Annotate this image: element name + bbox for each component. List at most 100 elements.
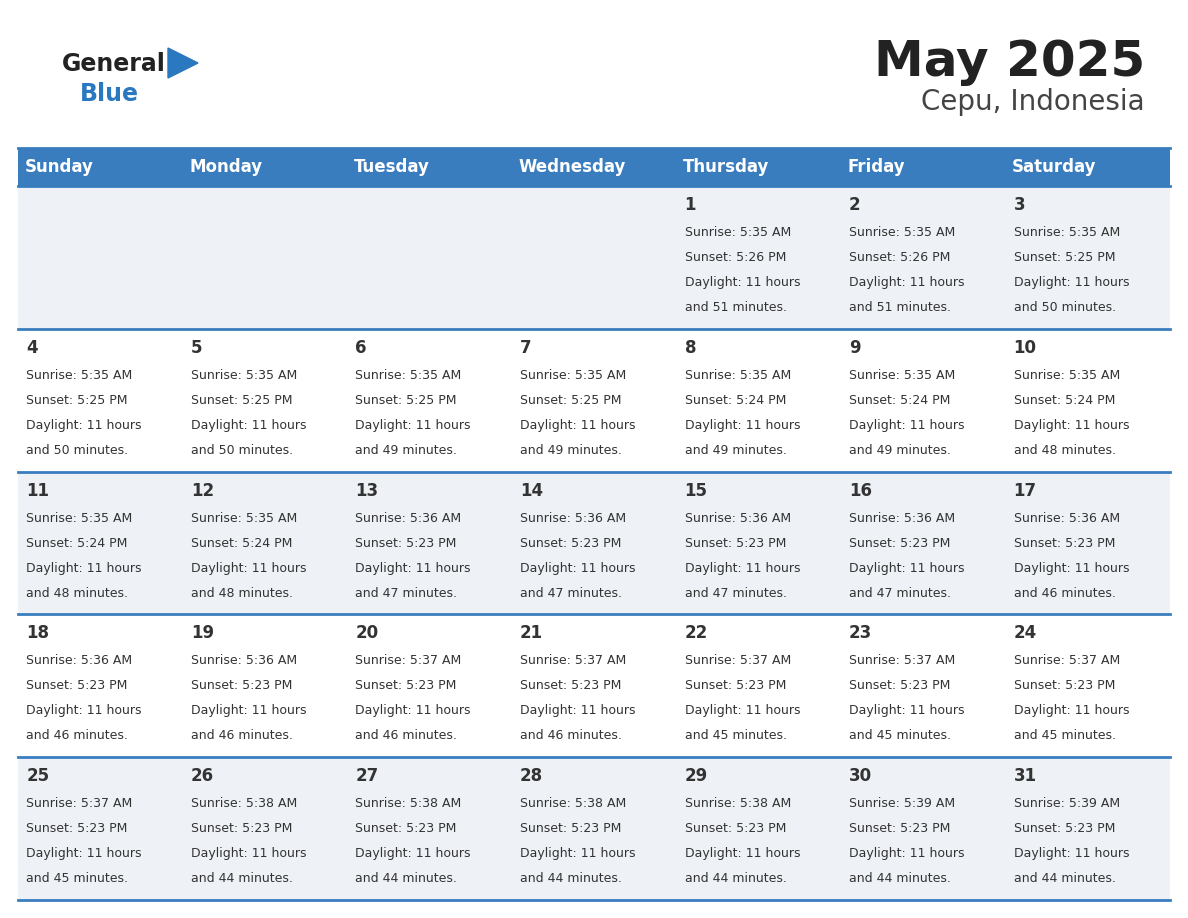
Text: May 2025: May 2025: [873, 38, 1145, 86]
Text: Daylight: 11 hours: Daylight: 11 hours: [26, 847, 141, 860]
Text: 1: 1: [684, 196, 696, 214]
Text: Sunrise: 5:36 AM: Sunrise: 5:36 AM: [26, 655, 132, 667]
Text: Daylight: 11 hours: Daylight: 11 hours: [520, 704, 636, 717]
Text: 11: 11: [26, 482, 49, 499]
Text: Daylight: 11 hours: Daylight: 11 hours: [1013, 276, 1129, 289]
Text: Sunrise: 5:36 AM: Sunrise: 5:36 AM: [191, 655, 297, 667]
Text: Sunset: 5:24 PM: Sunset: 5:24 PM: [26, 537, 127, 550]
Bar: [841, 472, 1005, 614]
Text: Daylight: 11 hours: Daylight: 11 hours: [684, 704, 800, 717]
Bar: [183, 757, 347, 900]
Text: Friday: Friday: [847, 158, 905, 176]
Text: Daylight: 11 hours: Daylight: 11 hours: [191, 419, 307, 431]
Text: Sunrise: 5:36 AM: Sunrise: 5:36 AM: [684, 511, 791, 524]
Text: Sunrise: 5:37 AM: Sunrise: 5:37 AM: [26, 797, 133, 811]
Text: 17: 17: [1013, 482, 1037, 499]
Text: Sunset: 5:23 PM: Sunset: 5:23 PM: [26, 679, 127, 692]
Text: Sunset: 5:23 PM: Sunset: 5:23 PM: [849, 679, 950, 692]
Text: Thursday: Thursday: [683, 158, 770, 176]
Bar: [347, 472, 512, 614]
Text: Sunset: 5:23 PM: Sunset: 5:23 PM: [520, 823, 621, 835]
Text: and 46 minutes.: and 46 minutes.: [520, 730, 621, 743]
Text: 26: 26: [191, 767, 214, 785]
Bar: [347, 757, 512, 900]
Bar: [18, 757, 183, 900]
Text: Sunset: 5:23 PM: Sunset: 5:23 PM: [849, 823, 950, 835]
Text: Sunrise: 5:36 AM: Sunrise: 5:36 AM: [520, 511, 626, 524]
Text: 12: 12: [191, 482, 214, 499]
Text: and 47 minutes.: and 47 minutes.: [355, 587, 457, 599]
Text: Sunrise: 5:36 AM: Sunrise: 5:36 AM: [355, 511, 461, 524]
Text: 3: 3: [1013, 196, 1025, 214]
Text: Sunrise: 5:36 AM: Sunrise: 5:36 AM: [1013, 511, 1120, 524]
Text: and 48 minutes.: and 48 minutes.: [1013, 443, 1116, 457]
Bar: [1005, 186, 1170, 329]
Bar: [512, 329, 676, 472]
Text: Daylight: 11 hours: Daylight: 11 hours: [684, 847, 800, 860]
Text: Daylight: 11 hours: Daylight: 11 hours: [191, 562, 307, 575]
Text: Sunrise: 5:37 AM: Sunrise: 5:37 AM: [849, 655, 955, 667]
Text: Sunset: 5:26 PM: Sunset: 5:26 PM: [684, 251, 786, 264]
Text: Daylight: 11 hours: Daylight: 11 hours: [26, 704, 141, 717]
Text: and 44 minutes.: and 44 minutes.: [355, 872, 457, 885]
Text: Sunrise: 5:35 AM: Sunrise: 5:35 AM: [191, 511, 297, 524]
Text: 14: 14: [520, 482, 543, 499]
Text: and 44 minutes.: and 44 minutes.: [191, 872, 292, 885]
Text: Daylight: 11 hours: Daylight: 11 hours: [684, 562, 800, 575]
Text: 15: 15: [684, 482, 708, 499]
Text: 18: 18: [26, 624, 49, 643]
Text: Sunset: 5:24 PM: Sunset: 5:24 PM: [684, 394, 786, 407]
Text: Sunset: 5:25 PM: Sunset: 5:25 PM: [355, 394, 457, 407]
Text: Wednesday: Wednesday: [518, 158, 626, 176]
Text: Sunset: 5:23 PM: Sunset: 5:23 PM: [355, 537, 456, 550]
Text: and 49 minutes.: and 49 minutes.: [520, 443, 621, 457]
Text: Sunrise: 5:36 AM: Sunrise: 5:36 AM: [849, 511, 955, 524]
Text: Sunset: 5:25 PM: Sunset: 5:25 PM: [191, 394, 292, 407]
Text: Daylight: 11 hours: Daylight: 11 hours: [1013, 847, 1129, 860]
Text: Sunset: 5:23 PM: Sunset: 5:23 PM: [355, 823, 456, 835]
Text: Daylight: 11 hours: Daylight: 11 hours: [191, 847, 307, 860]
Bar: [183, 614, 347, 757]
Text: 16: 16: [849, 482, 872, 499]
Text: Sunrise: 5:35 AM: Sunrise: 5:35 AM: [849, 226, 955, 239]
Text: Sunrise: 5:38 AM: Sunrise: 5:38 AM: [355, 797, 462, 811]
Text: 7: 7: [520, 339, 531, 357]
Text: 4: 4: [26, 339, 38, 357]
Text: and 46 minutes.: and 46 minutes.: [1013, 587, 1116, 599]
Text: 31: 31: [1013, 767, 1037, 785]
Text: and 47 minutes.: and 47 minutes.: [520, 587, 623, 599]
Bar: [183, 329, 347, 472]
Text: Sunrise: 5:35 AM: Sunrise: 5:35 AM: [1013, 369, 1120, 382]
Text: Blue: Blue: [80, 82, 139, 106]
Text: Tuesday: Tuesday: [354, 158, 430, 176]
Text: Daylight: 11 hours: Daylight: 11 hours: [355, 847, 470, 860]
Bar: [512, 757, 676, 900]
Text: and 46 minutes.: and 46 minutes.: [355, 730, 457, 743]
Text: Sunset: 5:23 PM: Sunset: 5:23 PM: [520, 537, 621, 550]
Bar: [1005, 614, 1170, 757]
Text: Daylight: 11 hours: Daylight: 11 hours: [849, 847, 965, 860]
Bar: [676, 614, 841, 757]
Text: Daylight: 11 hours: Daylight: 11 hours: [849, 419, 965, 431]
Text: Sunrise: 5:37 AM: Sunrise: 5:37 AM: [520, 655, 626, 667]
Text: Daylight: 11 hours: Daylight: 11 hours: [849, 276, 965, 289]
Text: 29: 29: [684, 767, 708, 785]
Text: Sunset: 5:24 PM: Sunset: 5:24 PM: [191, 537, 292, 550]
Text: Sunrise: 5:37 AM: Sunrise: 5:37 AM: [684, 655, 791, 667]
Text: and 49 minutes.: and 49 minutes.: [849, 443, 950, 457]
Text: 13: 13: [355, 482, 379, 499]
Text: 2: 2: [849, 196, 861, 214]
Text: Daylight: 11 hours: Daylight: 11 hours: [1013, 419, 1129, 431]
Text: and 44 minutes.: and 44 minutes.: [520, 872, 621, 885]
Text: and 48 minutes.: and 48 minutes.: [26, 587, 128, 599]
Bar: [183, 186, 347, 329]
Text: Sunrise: 5:35 AM: Sunrise: 5:35 AM: [26, 511, 133, 524]
Text: Sunset: 5:23 PM: Sunset: 5:23 PM: [1013, 679, 1116, 692]
Bar: [347, 614, 512, 757]
Text: Sunset: 5:23 PM: Sunset: 5:23 PM: [1013, 823, 1116, 835]
Text: Sunset: 5:23 PM: Sunset: 5:23 PM: [191, 823, 292, 835]
Bar: [347, 329, 512, 472]
Text: and 47 minutes.: and 47 minutes.: [684, 587, 786, 599]
Text: Sunset: 5:23 PM: Sunset: 5:23 PM: [684, 679, 786, 692]
Text: Daylight: 11 hours: Daylight: 11 hours: [26, 562, 141, 575]
